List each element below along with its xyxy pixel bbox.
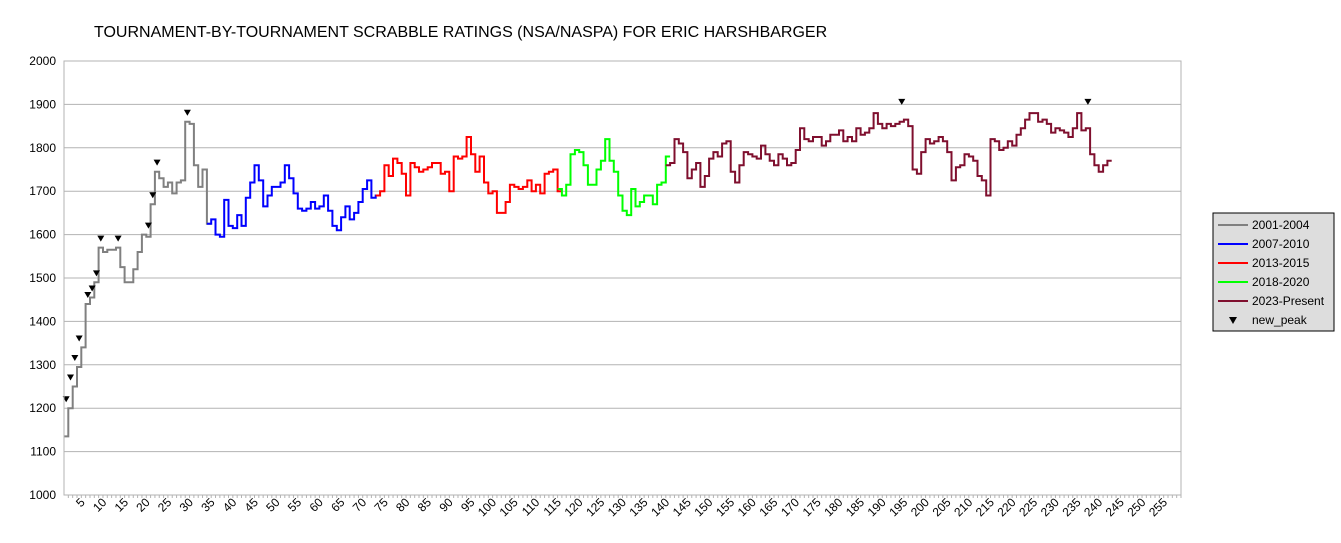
new-peak-marker [149,192,157,199]
y-tick-label: 1500 [29,271,56,285]
x-tick-label: 110 [519,495,543,519]
x-tick-label: 180 [821,495,845,519]
x-tick-label: 15 [112,495,132,515]
new-peak-marker [153,159,161,166]
x-tick-label: 25 [155,495,175,515]
x-tick-label: 80 [393,495,413,515]
x-tick-label: 10 [90,495,110,515]
new-peak-marker [898,98,906,105]
legend-label: 2001-2004 [1252,218,1310,232]
new-peak-marker [144,222,152,229]
x-tick-label: 50 [263,495,283,515]
x-tick-label: 235 [1059,495,1083,519]
x-tick-label: 160 [735,495,759,519]
new-peak-marker [71,354,79,361]
x-tick-label: 100 [475,495,499,519]
x-tick-label: 170 [778,495,802,519]
legend: 2001-2004 2007-2010 2013-2015 2018-2020 2023… [1212,212,1335,332]
y-tick-label: 1100 [30,445,56,459]
x-tick-label: 30 [177,495,197,515]
x-tick-label: 175 [800,495,824,519]
legend-swatch-marker [1229,317,1237,324]
x-tick-label: 115 [541,495,565,519]
x-tick-label: 140 [648,495,672,519]
x-tick-label: 240 [1081,495,1105,519]
y-tick-label: 1600 [29,228,56,242]
x-tick-label: 125 [583,495,607,519]
x-tick-label: 55 [285,495,305,515]
x-tick-label: 185 [843,495,867,519]
new-peak-marker [114,235,122,242]
series-line-2001-2004 [64,120,212,438]
x-tick-label: 65 [328,495,348,515]
legend-label: 2023-Present [1252,294,1325,308]
y-tick-label: 1800 [29,141,56,155]
x-tick-label: 120 [562,495,586,519]
x-tick-label: 40 [220,495,240,515]
series-line-2018-2020 [557,138,671,217]
x-axis: 5 10 15 20 25 30 35 40 45 50 55 60 65 70 75 80 85 90 95100… [67,495,1182,519]
new-peak-marker [84,292,92,299]
y-tick-label: 1700 [29,184,56,198]
new-peak-marker [66,374,74,381]
x-tick-label: 250 [1124,495,1148,519]
legend-box [1212,212,1335,332]
x-tick-label: 255 [1146,495,1170,519]
x-tick-label: 35 [198,495,218,515]
x-tick-label: 220 [995,495,1019,519]
x-tick-label: 95 [458,495,478,515]
chart-title: TOURNAMENT-BY-TOURNAMENT SCRABBLE RATING… [94,24,827,41]
x-tick-label: 190 [865,495,889,519]
y-tick-label: 1200 [29,401,56,415]
new-peak-marker [1084,98,1092,105]
y-tick-label: 1400 [29,314,56,328]
x-tick-label: 130 [605,495,629,519]
x-tick-label: 210 [951,495,975,519]
x-tick-label: 245 [1103,495,1127,519]
x-tick-label: 205 [930,495,954,519]
y-tick-label: 1900 [29,97,56,111]
x-tick-label: 135 [627,495,651,519]
x-tick-label: 105 [497,495,521,519]
series-line-2023-present [665,112,1112,197]
x-tick-label: 155 [713,495,737,519]
new-peak-marker [75,335,83,342]
series-lines [64,112,1112,438]
y-tick-label: 1300 [29,358,56,372]
legend-label: 2007-2010 [1252,237,1310,251]
new-peak-marker [183,109,191,116]
x-tick-label: 20 [133,495,153,515]
x-tick-label: 230 [1038,495,1062,519]
x-tick-label: 225 [1016,495,1040,519]
x-tick-label: 145 [670,495,694,519]
x-tick-label: 215 [973,495,997,519]
y-tick-label: 1000 [29,488,56,502]
y-axis: 1000 1100 1200 1300 1400 1500 1600 1700 1800 1900… [29,54,56,502]
legend-items: 2001-2004 2007-2010 2013-2015 2018-2020 2023… [1218,218,1325,327]
series-line-2013-2015 [375,136,562,214]
new-peak-markers [62,98,1092,403]
legend-label: new_peak [1252,313,1308,327]
x-tick-label: 90 [436,495,456,515]
x-tick-label: 70 [350,495,370,515]
x-tick-label: 60 [307,495,327,515]
x-tick-label: 165 [756,495,780,519]
new-peak-marker [92,270,100,277]
series-line-2007-2010 [206,164,381,238]
x-tick-label: 45 [242,495,262,515]
x-tick-label: 200 [908,495,932,519]
x-tick-label: 150 [691,495,715,519]
legend-label: 2018-2020 [1252,275,1310,289]
x-tick-label: 75 [371,495,391,515]
gridlines [64,60,1181,496]
x-tick-label: 85 [415,495,435,515]
new-peak-marker [88,285,96,292]
x-tick-label: 195 [886,495,910,519]
y-tick-label: 2000 [29,54,56,68]
new-peak-marker [97,235,105,242]
legend-label: 2013-2015 [1252,256,1310,270]
